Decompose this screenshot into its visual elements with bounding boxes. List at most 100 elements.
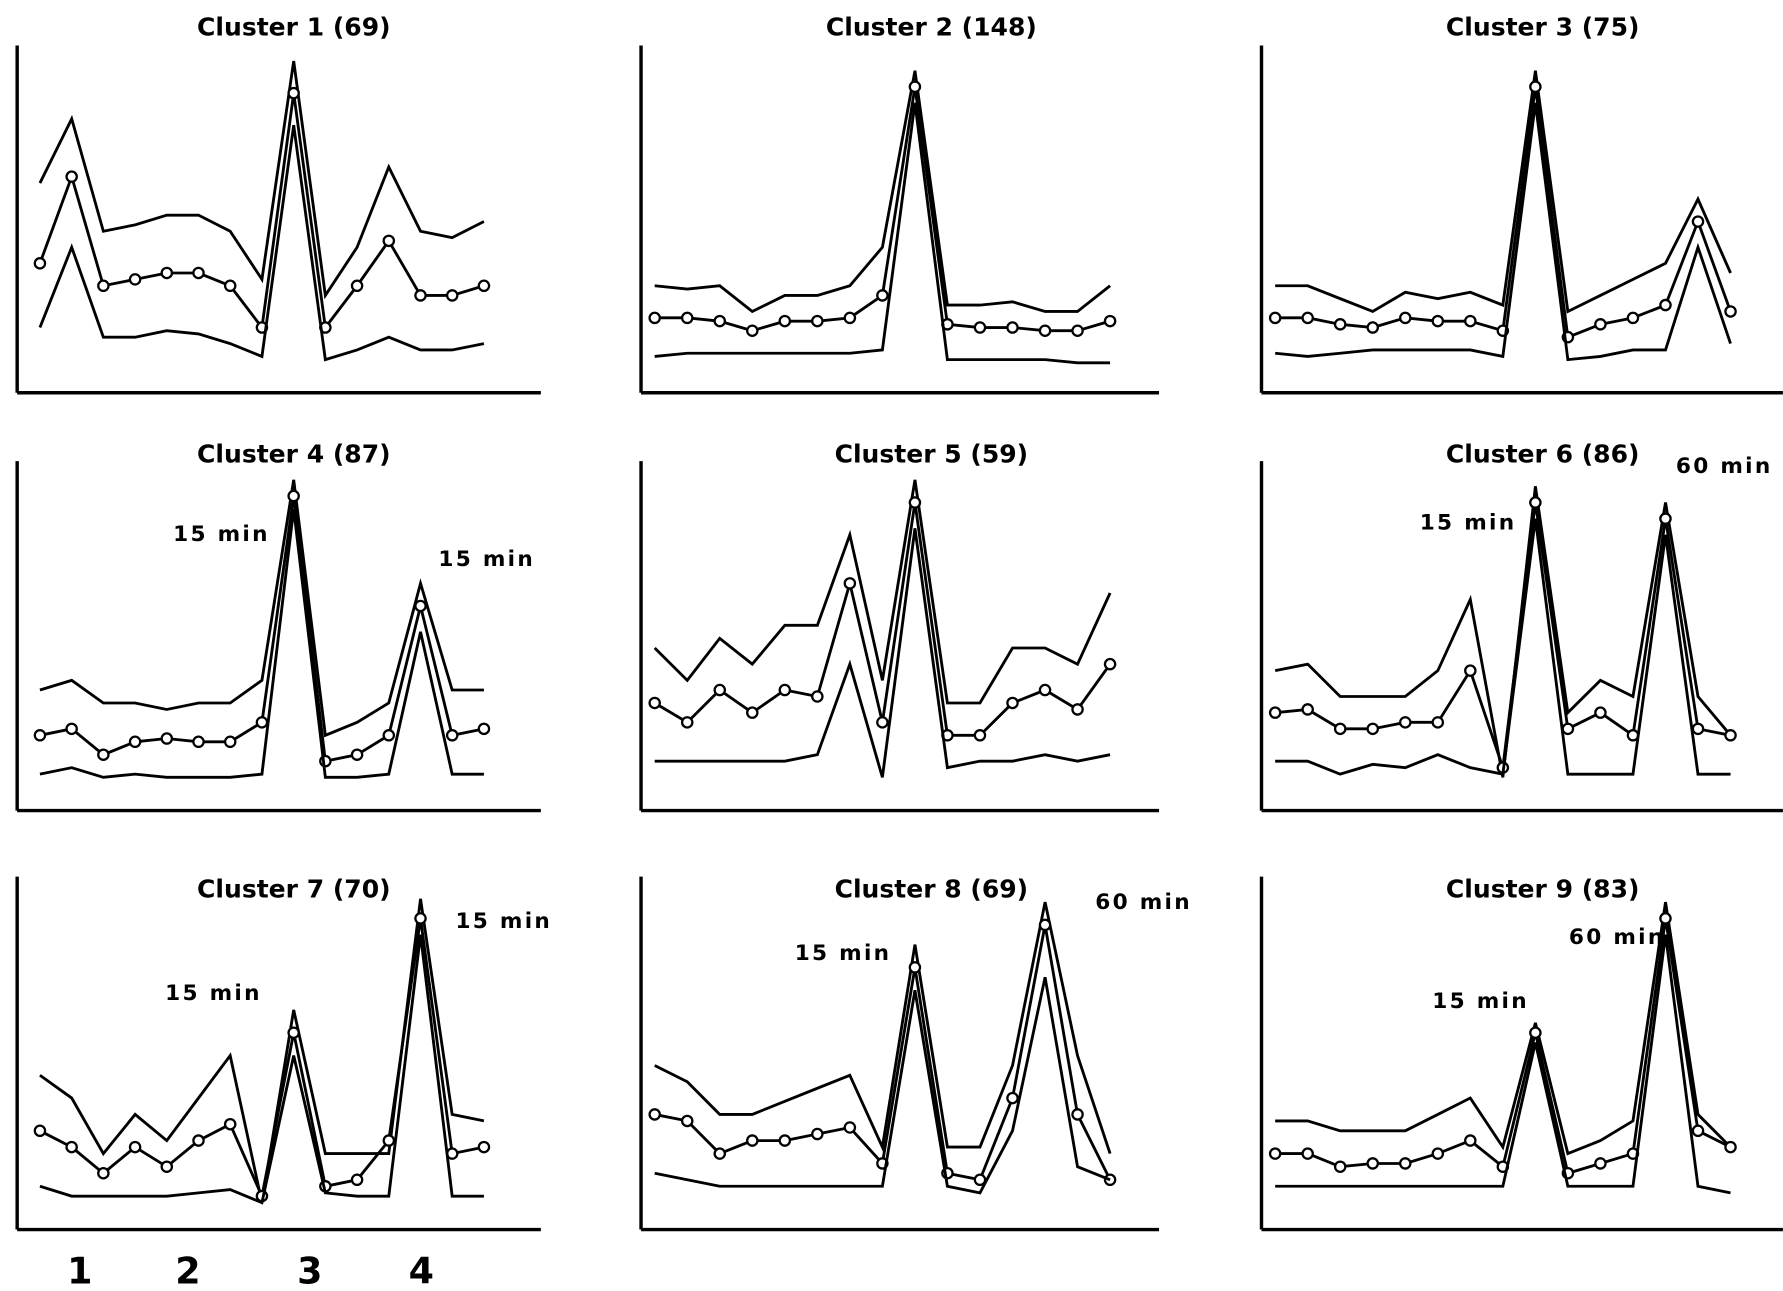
series-line (1275, 102, 1732, 362)
point-marker (1268, 311, 1282, 325)
point-marker (33, 257, 47, 270)
point-marker (65, 722, 78, 736)
series-line (1274, 486, 1732, 778)
point-marker (648, 311, 661, 325)
panel-title: Cluster 5 (59) (835, 439, 1029, 468)
point-marker (445, 289, 459, 302)
series-line (39, 934, 484, 1205)
point-marker (1006, 321, 1019, 334)
point-marker (746, 1134, 759, 1147)
series-line (654, 976, 1111, 1195)
x-label: 2 (175, 1249, 200, 1291)
panel-title: Cluster 9 (83) (1446, 874, 1640, 903)
point-marker (1399, 716, 1412, 729)
point-marker (192, 735, 205, 749)
point-marker (973, 1173, 987, 1187)
x-label: 1 (67, 1249, 92, 1291)
cluster-panel: Cluster 2 (148) (639, 12, 1160, 395)
series-line (654, 528, 1111, 778)
panel-title: Cluster 6 (86) (1446, 439, 1640, 468)
panel-title: Cluster 2 (148) (826, 12, 1037, 41)
point-marker (414, 599, 427, 613)
series-line (653, 502, 1112, 737)
point-marker (1071, 324, 1084, 338)
point-marker (843, 1121, 857, 1134)
panel-title: Cluster 3 (75) (1446, 12, 1640, 41)
point-marker (192, 266, 205, 280)
point-marker (1626, 311, 1640, 325)
point-marker (1561, 722, 1575, 736)
annotation: 60 min (1569, 925, 1666, 950)
point-marker (1366, 1157, 1379, 1170)
annotation: 15 min (795, 941, 892, 966)
point-marker (1268, 1147, 1282, 1160)
point-marker (680, 1114, 694, 1128)
point-marker (1103, 314, 1117, 328)
point-marker (414, 912, 427, 925)
point-marker (680, 716, 694, 729)
annotation: 60 min (1676, 454, 1773, 479)
series-line (654, 70, 1111, 314)
point-marker (1366, 722, 1379, 736)
point-marker (223, 279, 237, 293)
point-marker (648, 1108, 661, 1121)
point-marker (1006, 1091, 1019, 1105)
point-marker (160, 266, 174, 280)
point-marker (65, 170, 78, 183)
point-marker (160, 1160, 174, 1173)
point-marker (1038, 324, 1052, 338)
series-line (38, 60, 485, 300)
point-marker (1529, 80, 1542, 94)
point-marker (350, 748, 364, 761)
point-marker (1333, 1160, 1347, 1173)
series-line (653, 479, 1112, 705)
panel-title: Cluster 4 (87) (197, 439, 391, 468)
point-marker (33, 729, 47, 742)
series-line (1275, 901, 1732, 1156)
point-marker (1071, 703, 1084, 716)
point-marker (287, 489, 300, 503)
point-marker (128, 273, 142, 286)
cluster-panel: Cluster 6 (86) 15 min 60 min (1259, 439, 1783, 813)
point-marker (287, 86, 300, 100)
point-marker (1594, 318, 1607, 331)
point-marker (1464, 314, 1477, 328)
panel-title: Cluster 7 (70) (197, 874, 391, 903)
cluster-panel: Cluster 3 (75) (1259, 12, 1783, 395)
point-marker (1399, 1157, 1412, 1170)
series-line (1275, 518, 1731, 776)
point-marker (811, 1127, 824, 1141)
point-marker (382, 234, 396, 248)
cluster-panel: Cluster 4 (87) 15 min 15 min (15, 439, 541, 813)
point-marker (1431, 1147, 1445, 1160)
point-marker (1659, 912, 1672, 925)
cluster-panel: Cluster 5 (59) (639, 439, 1160, 813)
point-marker (1038, 683, 1052, 697)
point-marker (192, 1134, 205, 1147)
annotation: 15 min (165, 981, 262, 1006)
x-label: 4 (409, 1249, 434, 1291)
point-marker (908, 961, 922, 974)
point-marker (97, 1166, 110, 1180)
cluster-panel: Cluster 7 (70) 15 min 15 min (15, 874, 550, 1232)
point-marker (1301, 311, 1314, 325)
point-marker (382, 729, 396, 742)
point-marker (1366, 321, 1379, 334)
point-marker (1103, 657, 1117, 671)
point-marker (445, 729, 459, 742)
cluster-panel: Cluster 8 (69) 15 min 60 min (639, 874, 1190, 1232)
series-line (654, 901, 1112, 1155)
point-marker (973, 321, 987, 334)
point-marker (648, 696, 661, 710)
panel-title: Cluster 8 (69) (835, 874, 1029, 903)
point-marker (778, 683, 792, 697)
point-marker (778, 1134, 792, 1147)
annotation: 15 min (1432, 989, 1529, 1014)
point-marker (1594, 1157, 1607, 1170)
point-marker (223, 1117, 237, 1131)
point-marker (746, 706, 759, 719)
point-marker (350, 279, 364, 293)
point-marker (811, 690, 824, 703)
point-marker (1431, 716, 1445, 729)
